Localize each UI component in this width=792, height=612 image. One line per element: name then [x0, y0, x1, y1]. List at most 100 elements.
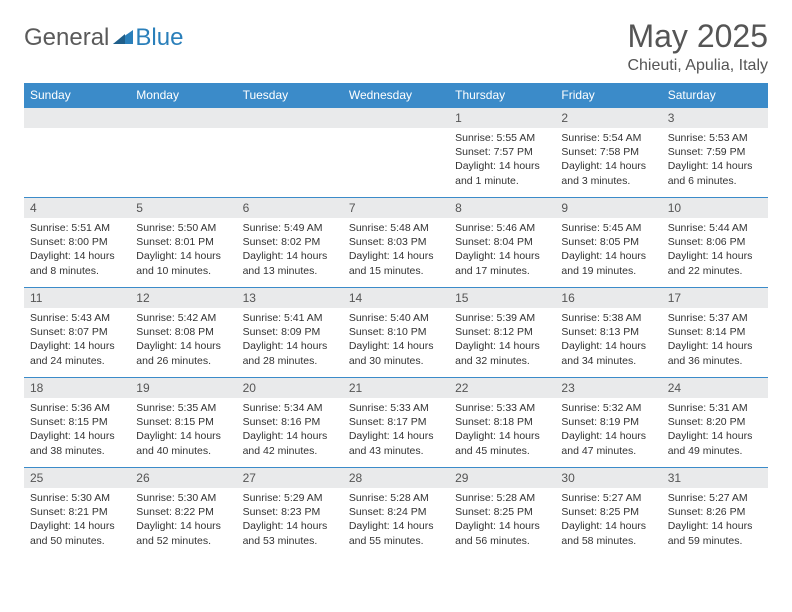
day-number: 1 [449, 108, 555, 128]
day-number: 15 [449, 288, 555, 308]
calendar-day-cell: 31Sunrise: 5:27 AMSunset: 8:26 PMDayligh… [662, 468, 768, 558]
day-info: Sunrise: 5:33 AMSunset: 8:17 PMDaylight:… [343, 398, 449, 464]
calendar-day-cell: 16Sunrise: 5:38 AMSunset: 8:13 PMDayligh… [555, 288, 661, 378]
calendar-day-cell: 4Sunrise: 5:51 AMSunset: 8:00 PMDaylight… [24, 198, 130, 288]
sunset-text: Sunset: 8:22 PM [136, 505, 230, 519]
day-info: Sunrise: 5:46 AMSunset: 8:04 PMDaylight:… [449, 218, 555, 284]
daylight-text: Daylight: 14 hours and 6 minutes. [668, 159, 762, 187]
calendar-week-row: 25Sunrise: 5:30 AMSunset: 8:21 PMDayligh… [24, 468, 768, 558]
sunset-text: Sunset: 8:19 PM [561, 415, 655, 429]
day-info: Sunrise: 5:37 AMSunset: 8:14 PMDaylight:… [662, 308, 768, 374]
sunrise-text: Sunrise: 5:40 AM [349, 311, 443, 325]
calendar-day-cell: 19Sunrise: 5:35 AMSunset: 8:15 PMDayligh… [130, 378, 236, 468]
sunset-text: Sunset: 8:01 PM [136, 235, 230, 249]
day-number: 3 [662, 108, 768, 128]
day-info: Sunrise: 5:30 AMSunset: 8:22 PMDaylight:… [130, 488, 236, 554]
sunset-text: Sunset: 8:23 PM [243, 505, 337, 519]
day-info: Sunrise: 5:38 AMSunset: 8:13 PMDaylight:… [555, 308, 661, 374]
sunrise-text: Sunrise: 5:29 AM [243, 491, 337, 505]
sunrise-text: Sunrise: 5:33 AM [349, 401, 443, 415]
day-number: 22 [449, 378, 555, 398]
weekday-header: Tuesday [237, 83, 343, 108]
logo-text-general: General [24, 24, 109, 52]
page-header: General Blue May 2025 Chieuti, Apulia, I… [24, 18, 768, 75]
sunrise-text: Sunrise: 5:28 AM [349, 491, 443, 505]
sunset-text: Sunset: 8:25 PM [561, 505, 655, 519]
day-info: Sunrise: 5:29 AMSunset: 8:23 PMDaylight:… [237, 488, 343, 554]
calendar-day-cell: 27Sunrise: 5:29 AMSunset: 8:23 PMDayligh… [237, 468, 343, 558]
sunrise-text: Sunrise: 5:39 AM [455, 311, 549, 325]
day-info: Sunrise: 5:28 AMSunset: 8:25 PMDaylight:… [449, 488, 555, 554]
calendar-day-cell: 9Sunrise: 5:45 AMSunset: 8:05 PMDaylight… [555, 198, 661, 288]
daylight-text: Daylight: 14 hours and 22 minutes. [668, 249, 762, 277]
sunrise-text: Sunrise: 5:31 AM [668, 401, 762, 415]
daylight-text: Daylight: 14 hours and 10 minutes. [136, 249, 230, 277]
calendar-day-cell: 30Sunrise: 5:27 AMSunset: 8:25 PMDayligh… [555, 468, 661, 558]
day-number: 18 [24, 378, 130, 398]
day-number: 27 [237, 468, 343, 488]
calendar-week-row: 11Sunrise: 5:43 AMSunset: 8:07 PMDayligh… [24, 288, 768, 378]
day-number: 23 [555, 378, 661, 398]
sunset-text: Sunset: 8:03 PM [349, 235, 443, 249]
sunrise-text: Sunrise: 5:54 AM [561, 131, 655, 145]
sunset-text: Sunset: 8:15 PM [136, 415, 230, 429]
sunrise-text: Sunrise: 5:45 AM [561, 221, 655, 235]
sunrise-text: Sunrise: 5:28 AM [455, 491, 549, 505]
day-info: Sunrise: 5:45 AMSunset: 8:05 PMDaylight:… [555, 218, 661, 284]
location-subtitle: Chieuti, Apulia, Italy [627, 57, 768, 75]
day-number: 21 [343, 378, 449, 398]
sunset-text: Sunset: 8:00 PM [30, 235, 124, 249]
daylight-text: Daylight: 14 hours and 3 minutes. [561, 159, 655, 187]
day-number: 31 [662, 468, 768, 488]
logo-triangle-icon [113, 28, 133, 44]
sunrise-text: Sunrise: 5:36 AM [30, 401, 124, 415]
day-info: Sunrise: 5:36 AMSunset: 8:15 PMDaylight:… [24, 398, 130, 464]
day-info: Sunrise: 5:42 AMSunset: 8:08 PMDaylight:… [130, 308, 236, 374]
day-number: 13 [237, 288, 343, 308]
day-number: 28 [343, 468, 449, 488]
calendar-day-cell: 17Sunrise: 5:37 AMSunset: 8:14 PMDayligh… [662, 288, 768, 378]
day-number: 20 [237, 378, 343, 398]
calendar-day-cell: 12Sunrise: 5:42 AMSunset: 8:08 PMDayligh… [130, 288, 236, 378]
sunset-text: Sunset: 8:09 PM [243, 325, 337, 339]
day-info: Sunrise: 5:51 AMSunset: 8:00 PMDaylight:… [24, 218, 130, 284]
sunset-text: Sunset: 8:13 PM [561, 325, 655, 339]
day-number: 5 [130, 198, 236, 218]
weekday-header-row: Sunday Monday Tuesday Wednesday Thursday… [24, 83, 768, 108]
day-info: Sunrise: 5:50 AMSunset: 8:01 PMDaylight:… [130, 218, 236, 284]
sunset-text: Sunset: 8:05 PM [561, 235, 655, 249]
month-title: May 2025 [627, 18, 768, 55]
calendar-day-cell: 13Sunrise: 5:41 AMSunset: 8:09 PMDayligh… [237, 288, 343, 378]
day-info: Sunrise: 5:41 AMSunset: 8:09 PMDaylight:… [237, 308, 343, 374]
day-info: Sunrise: 5:30 AMSunset: 8:21 PMDaylight:… [24, 488, 130, 554]
sunrise-text: Sunrise: 5:30 AM [30, 491, 124, 505]
calendar-day-cell: 15Sunrise: 5:39 AMSunset: 8:12 PMDayligh… [449, 288, 555, 378]
sunset-text: Sunset: 7:58 PM [561, 145, 655, 159]
daylight-text: Daylight: 14 hours and 8 minutes. [30, 249, 124, 277]
daylight-text: Daylight: 14 hours and 59 minutes. [668, 519, 762, 547]
daylight-text: Daylight: 14 hours and 1 minute. [455, 159, 549, 187]
calendar-day-cell [24, 108, 130, 198]
daylight-text: Daylight: 14 hours and 58 minutes. [561, 519, 655, 547]
day-number: 14 [343, 288, 449, 308]
daylight-text: Daylight: 14 hours and 26 minutes. [136, 339, 230, 367]
sunrise-text: Sunrise: 5:33 AM [455, 401, 549, 415]
calendar-day-cell: 23Sunrise: 5:32 AMSunset: 8:19 PMDayligh… [555, 378, 661, 468]
sunset-text: Sunset: 8:20 PM [668, 415, 762, 429]
sunset-text: Sunset: 8:08 PM [136, 325, 230, 339]
sunrise-text: Sunrise: 5:42 AM [136, 311, 230, 325]
sunset-text: Sunset: 8:02 PM [243, 235, 337, 249]
day-number: 7 [343, 198, 449, 218]
sunset-text: Sunset: 8:06 PM [668, 235, 762, 249]
calendar-table: Sunday Monday Tuesday Wednesday Thursday… [24, 83, 768, 558]
day-number: 12 [130, 288, 236, 308]
day-number: 8 [449, 198, 555, 218]
calendar-day-cell [130, 108, 236, 198]
sunset-text: Sunset: 8:24 PM [349, 505, 443, 519]
day-info: Sunrise: 5:27 AMSunset: 8:25 PMDaylight:… [555, 488, 661, 554]
daylight-text: Daylight: 14 hours and 53 minutes. [243, 519, 337, 547]
calendar-day-cell: 6Sunrise: 5:49 AMSunset: 8:02 PMDaylight… [237, 198, 343, 288]
sunrise-text: Sunrise: 5:38 AM [561, 311, 655, 325]
sunrise-text: Sunrise: 5:35 AM [136, 401, 230, 415]
calendar-day-cell: 22Sunrise: 5:33 AMSunset: 8:18 PMDayligh… [449, 378, 555, 468]
